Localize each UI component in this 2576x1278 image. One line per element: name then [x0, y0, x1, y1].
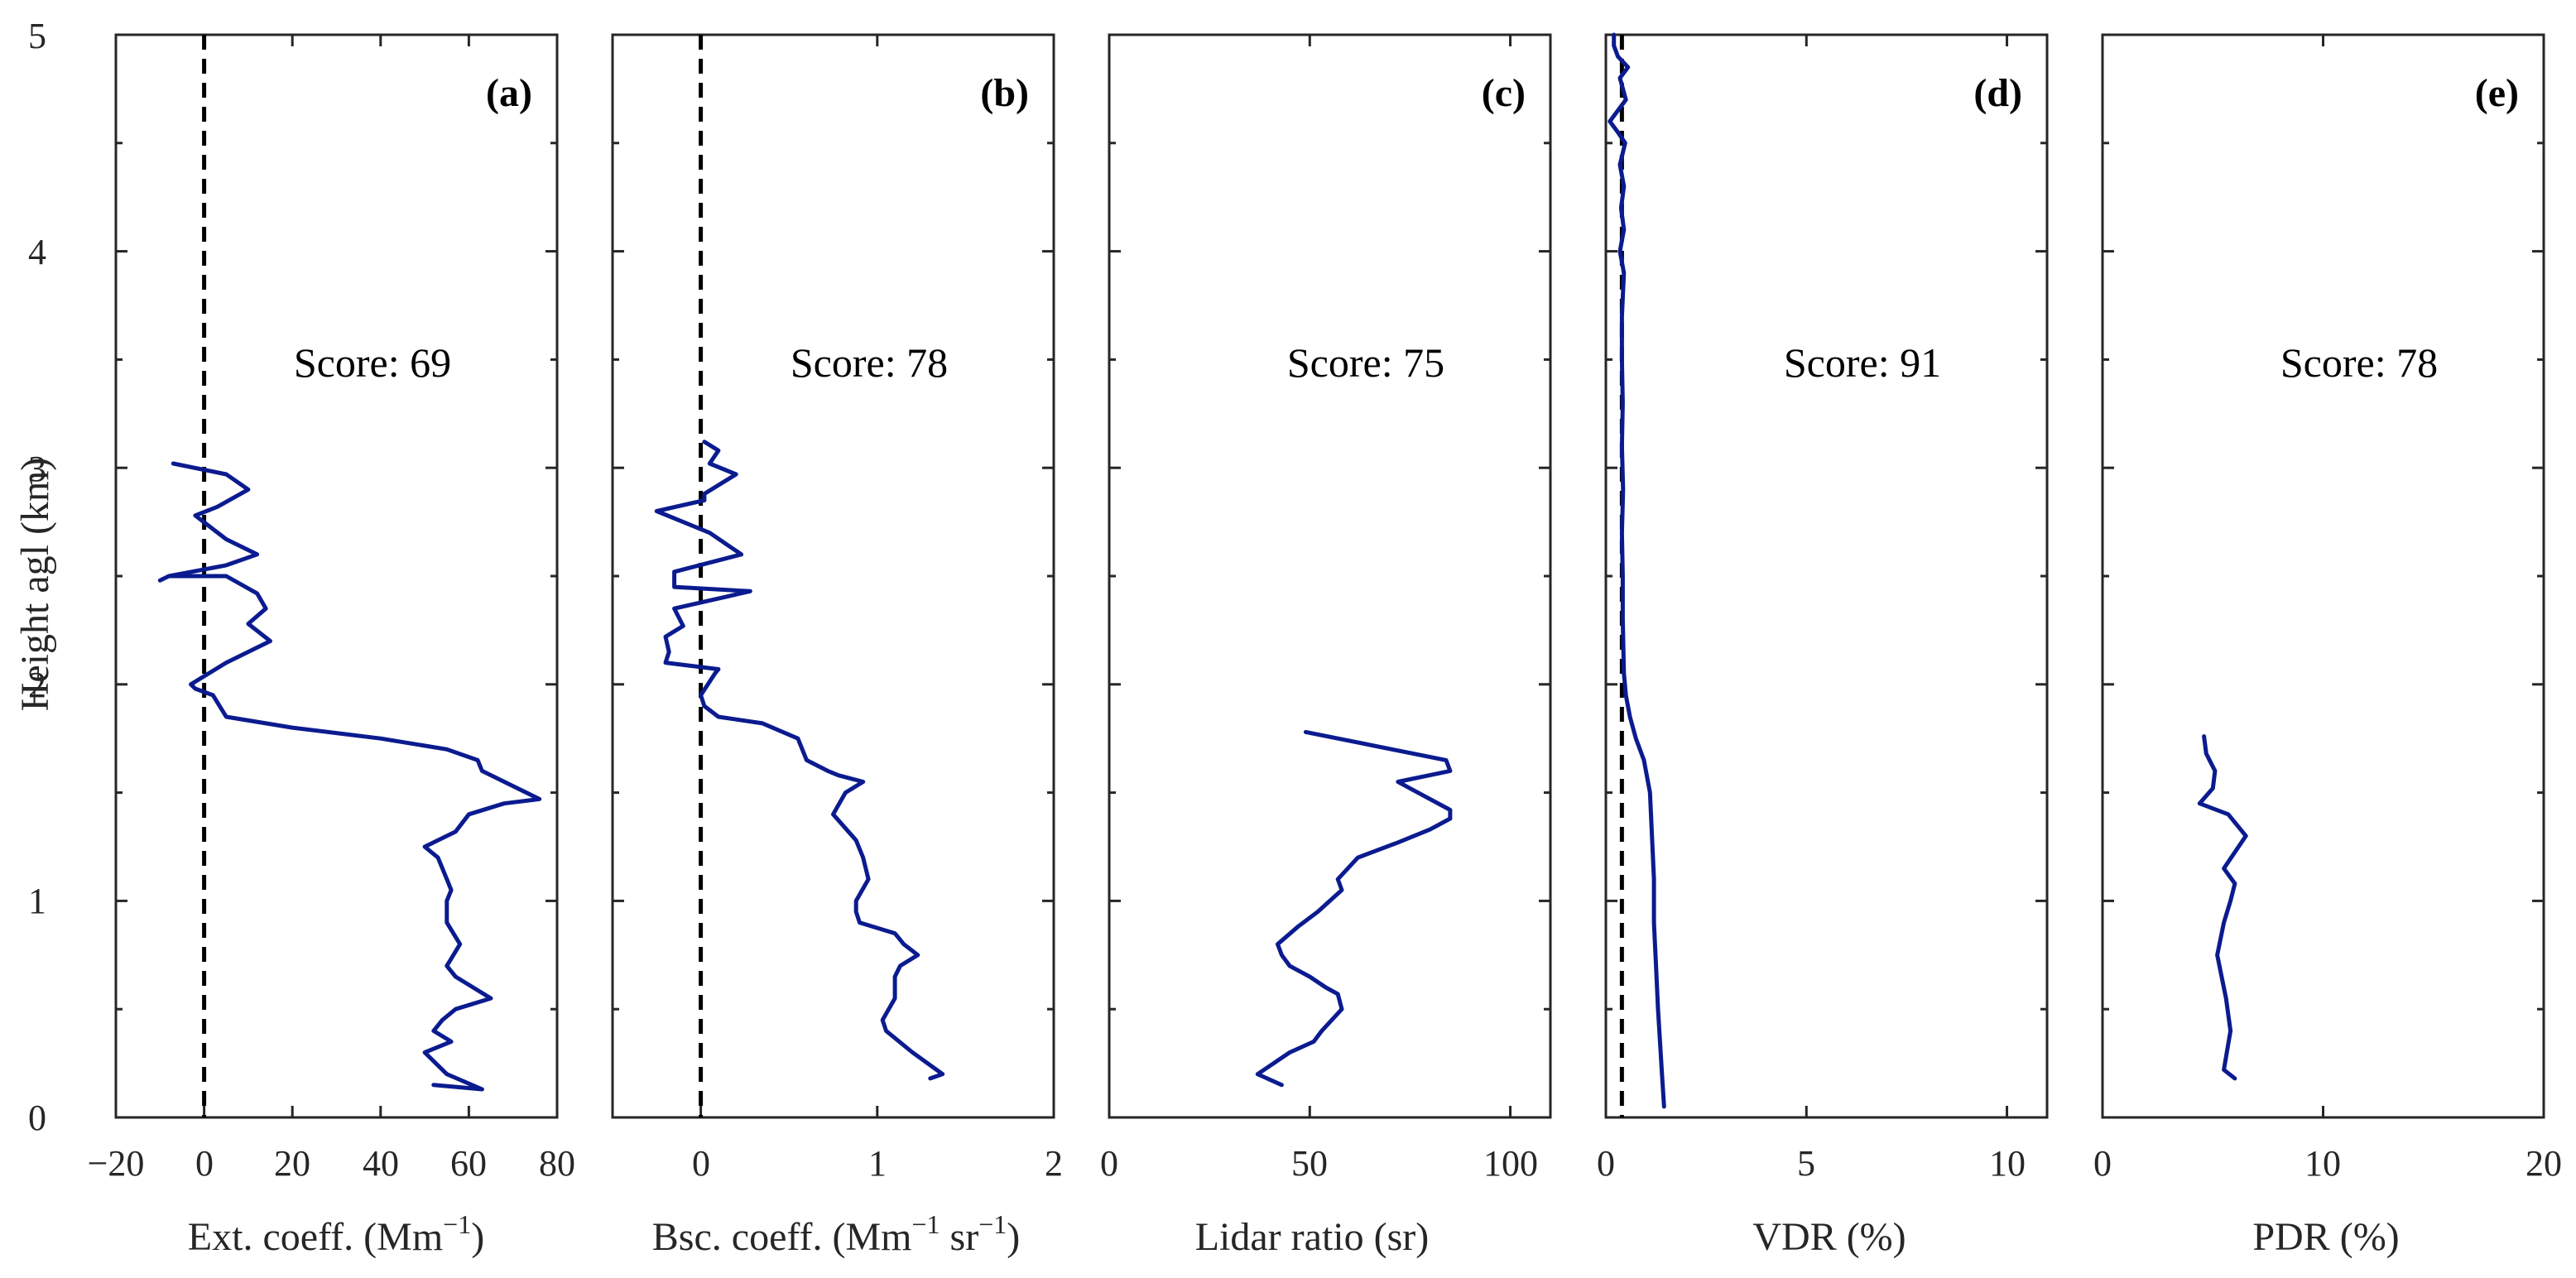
score-label: Score: 75 — [1287, 339, 1444, 386]
score-label: Score: 69 — [294, 339, 451, 386]
x-tick-label: 2 — [1045, 1143, 1063, 1184]
x-tick-labels: 0 10 20 — [2093, 1143, 2562, 1184]
lidar_ratio-profile-line — [1255, 729, 1453, 1088]
x-tick-label: 50 — [1291, 1143, 1328, 1184]
panel-b-backscatter: (b) Score: 78 0 1 2 Bsc. coeff. (Mm−1 sr… — [611, 33, 1063, 1259]
panel-e-pdr: (e) Score: 78 0 10 20 PDR (%) — [2093, 33, 2562, 1259]
y-tick-label: 1 — [28, 881, 46, 921]
x-tick-label: 20 — [2526, 1143, 2562, 1184]
x-axis-label: Ext. coeff. (Mm−1) — [188, 1209, 484, 1259]
x-tick-label: 100 — [1483, 1143, 1538, 1184]
backscatter-profile-line — [654, 440, 945, 1081]
x-tick-label: 1 — [868, 1143, 887, 1184]
x-tick-label: 0 — [1100, 1143, 1118, 1184]
panel-tag: (a) — [486, 71, 532, 115]
y-tick-labels: 0 1 2 3 4 5 — [28, 16, 46, 1138]
panel-tag: (d) — [1973, 71, 2022, 115]
score-label: Score: 78 — [791, 339, 948, 386]
x-axis-label: PDR (%) — [2252, 1215, 2399, 1259]
panel-tag: (b) — [980, 71, 1029, 115]
panel-d-vdr: (d) Score: 91 0 5 10 VDR (%) — [1597, 32, 2049, 1259]
x-axis-label: VDR (%) — [1752, 1215, 1906, 1259]
x-tick-label: 10 — [2304, 1143, 2341, 1184]
y-axis-label: Height agl (km) — [13, 458, 57, 712]
x-tick-label: −20 — [88, 1143, 145, 1184]
extinction-profile-line — [157, 461, 542, 1092]
y-tick-label: 5 — [28, 16, 46, 56]
panel-tag: (c) — [1482, 71, 1526, 115]
y-tick-label: 2 — [28, 665, 46, 705]
x-tick-label: 20 — [274, 1143, 310, 1184]
pdr-profile-line — [2197, 734, 2248, 1081]
x-tick-label: 10 — [1989, 1143, 2026, 1184]
x-tick-labels: 0 1 2 — [692, 1143, 1063, 1184]
x-tick-label: 0 — [692, 1143, 710, 1184]
vdr-profile-line — [1608, 32, 1666, 1109]
y-tick-label: 3 — [28, 449, 46, 489]
score-label: Score: 78 — [2280, 339, 2438, 386]
x-tick-labels: 0 5 10 — [1597, 1143, 2026, 1184]
x-axis-label: Bsc. coeff. (Mm−1 sr−1) — [652, 1209, 1020, 1259]
y-tick-label: 4 — [28, 232, 46, 272]
x-tick-label: 0 — [1597, 1143, 1615, 1184]
x-tick-label: 60 — [450, 1143, 487, 1184]
x-tick-label: 80 — [539, 1143, 575, 1184]
panel-a-extinction: (a) Score: 69 −20 0 20 40 60 80 Ext. coe… — [88, 33, 575, 1259]
x-axis-label: Lidar ratio (sr) — [1195, 1215, 1430, 1259]
x-tick-label: 0 — [2093, 1143, 2112, 1184]
x-tick-label: 40 — [363, 1143, 399, 1184]
x-tick-labels: 0 50 100 — [1100, 1143, 1538, 1184]
x-tick-labels: −20 0 20 40 60 80 — [88, 1143, 575, 1184]
panel-c-lidar-ratio: (c) Score: 75 0 50 100 Lidar ratio (sr) — [1100, 33, 1552, 1259]
panel-tag: (e) — [2475, 71, 2519, 115]
x-tick-label: 0 — [195, 1143, 214, 1184]
x-tick-label: 5 — [1797, 1143, 1815, 1184]
y-tick-label: 0 — [28, 1098, 46, 1138]
score-label: Score: 91 — [1784, 339, 1941, 386]
